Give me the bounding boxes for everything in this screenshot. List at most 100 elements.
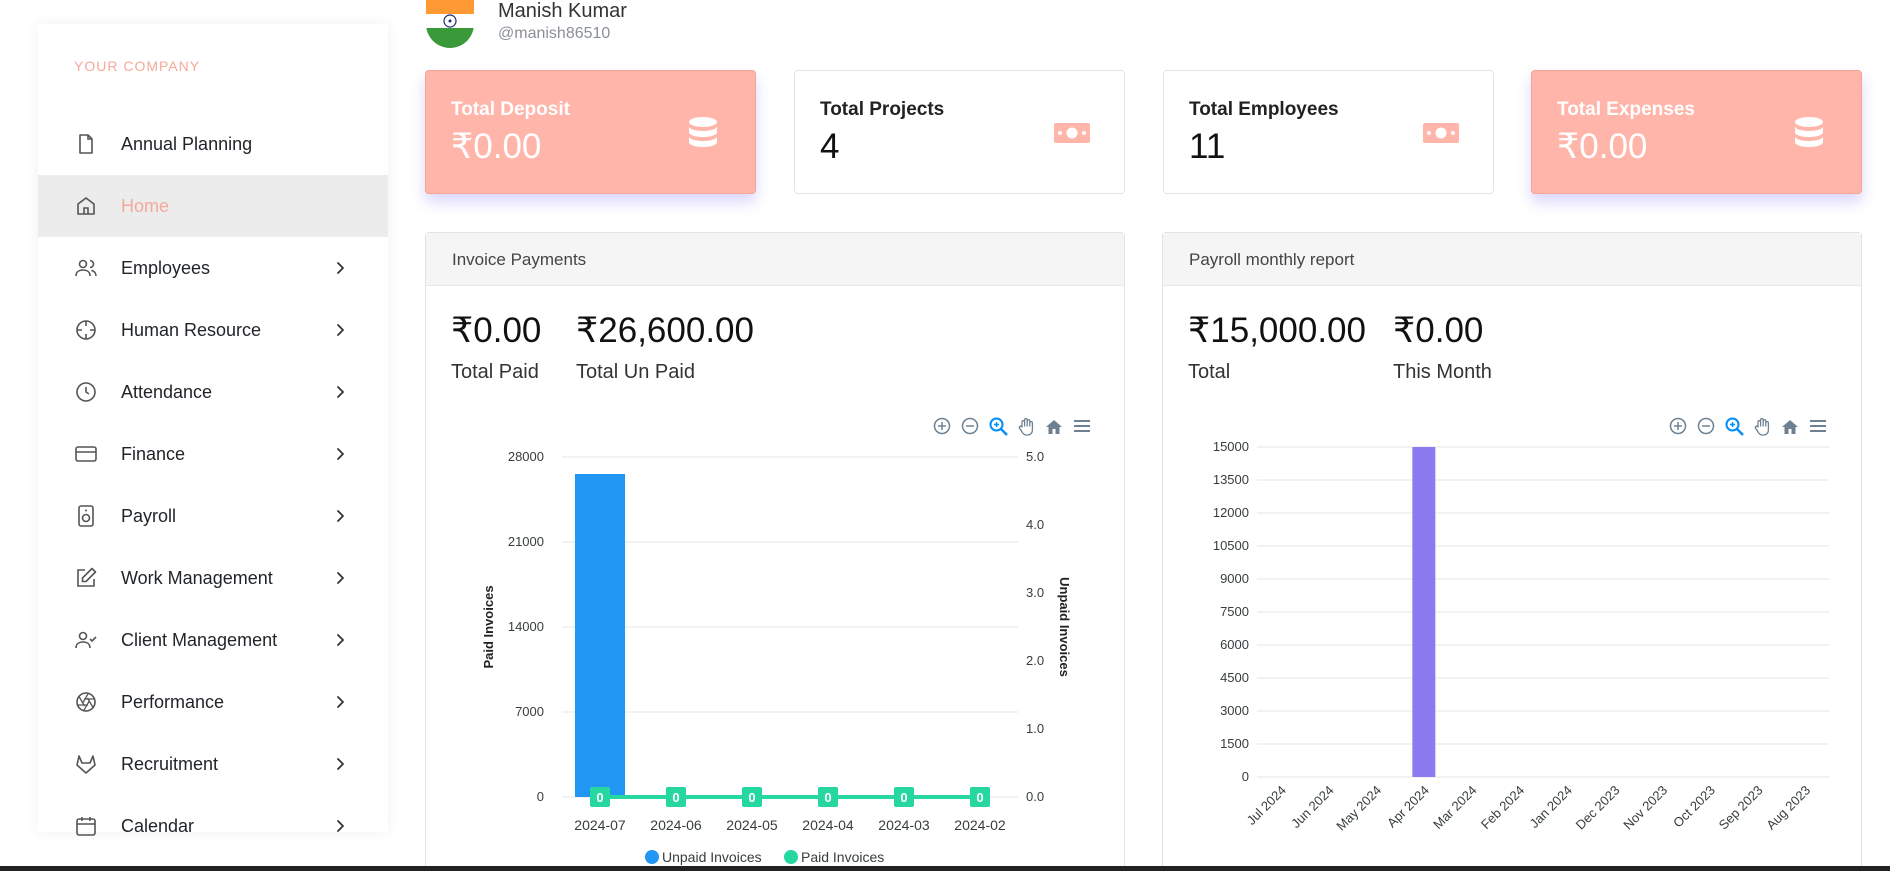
y2-tick-label: 1.0 bbox=[1026, 721, 1044, 736]
stat-title: Total Employees bbox=[1189, 99, 1339, 120]
x-tick-label: Mar 2024 bbox=[1430, 783, 1479, 832]
y-tick-label: 4500 bbox=[1220, 670, 1249, 685]
total-unpaid-label: Total Un Paid bbox=[576, 361, 695, 383]
x-tick-label: 2024-07 bbox=[574, 817, 626, 833]
chevron-right-icon[interactable] bbox=[332, 446, 348, 462]
data-label-bg bbox=[742, 787, 762, 807]
zoom-selection-icon[interactable] bbox=[1723, 415, 1745, 437]
y-tick-label: 14000 bbox=[508, 619, 544, 634]
data-label-bg bbox=[590, 787, 610, 807]
sidebar-item-label: Performance bbox=[121, 691, 225, 712]
y2-tick-label: 0.0 bbox=[1026, 789, 1044, 804]
y-tick-label: 1500 bbox=[1220, 736, 1249, 751]
sidebar-item-label: Client Management bbox=[121, 629, 278, 650]
legend-label: Paid Invoices bbox=[801, 849, 884, 865]
x-tick-label: Sep 2023 bbox=[1716, 783, 1766, 833]
x-tick-label: 2024-03 bbox=[878, 817, 930, 833]
invoice-chart: 0 7000 14000 21000 28000 0.0 1.0 2.0 3.0 4.0 5.0 Pa… bbox=[481, 449, 1072, 865]
zoom-in-icon[interactable] bbox=[931, 415, 953, 437]
stat-value: ₹0.00 bbox=[1557, 127, 1648, 166]
payroll-this-month-label: This Month bbox=[1393, 361, 1492, 383]
x-tick-label: Aug 2023 bbox=[1763, 783, 1813, 833]
legend-marker bbox=[645, 850, 659, 864]
y2-tick-label: 2.0 bbox=[1026, 653, 1044, 668]
chevron-right-icon[interactable] bbox=[332, 384, 348, 400]
x-tick-label: Nov 2023 bbox=[1620, 783, 1670, 833]
stat-card-total-employees: Total Employees 11 bbox=[1163, 70, 1494, 194]
crosshair-icon bbox=[74, 318, 98, 342]
chevron-right-icon[interactable] bbox=[332, 508, 348, 524]
sidebar-item-client-management[interactable]: Client Management bbox=[38, 609, 388, 671]
stat-value: 4 bbox=[820, 127, 840, 166]
pan-hand-icon[interactable] bbox=[1751, 415, 1773, 437]
chevron-right-icon[interactable] bbox=[332, 756, 348, 772]
invoice-payments-panel: Invoice Payments ₹0.00 Total Paid ₹26,60… bbox=[425, 232, 1125, 871]
zoom-in-icon[interactable] bbox=[1667, 415, 1689, 437]
chevron-right-icon[interactable] bbox=[332, 694, 348, 710]
avatar[interactable] bbox=[426, 0, 474, 48]
sidebar-item-attendance[interactable]: Attendance bbox=[38, 361, 388, 423]
data-label: 0 bbox=[900, 790, 907, 805]
chevron-right-icon[interactable] bbox=[332, 818, 348, 834]
zoom-selection-icon[interactable] bbox=[987, 415, 1009, 437]
total-unpaid-value: ₹26,600.00 bbox=[576, 311, 754, 350]
chevron-right-icon[interactable] bbox=[332, 632, 348, 648]
sidebar-item-label: Finance bbox=[121, 443, 186, 464]
data-label-bg bbox=[894, 787, 914, 807]
sidebar-item-label: Home bbox=[121, 195, 170, 216]
zoom-out-icon[interactable] bbox=[1695, 415, 1717, 437]
database-icon bbox=[689, 117, 717, 147]
chevron-right-icon[interactable] bbox=[332, 322, 348, 338]
database-icon bbox=[1795, 117, 1823, 147]
reset-home-icon[interactable] bbox=[1779, 415, 1801, 437]
data-label-bg bbox=[818, 787, 838, 807]
pan-hand-icon[interactable] bbox=[1015, 415, 1037, 437]
sidebar-item-label: Payroll bbox=[121, 505, 177, 526]
y2-tick-label: 3.0 bbox=[1026, 585, 1044, 600]
sidebar-item-label: Attendance bbox=[121, 381, 213, 402]
x-tick-label: Jul 2024 bbox=[1244, 783, 1289, 828]
menu-icon[interactable] bbox=[1071, 415, 1093, 437]
payroll-this-month-value: ₹0.00 bbox=[1393, 311, 1484, 350]
sidebar-item-home[interactable]: Home bbox=[38, 175, 388, 237]
stat-card-total-deposit: Total Deposit ₹0.00 bbox=[425, 70, 756, 194]
stat-title: Total Expenses bbox=[1557, 99, 1695, 120]
y-tick-label: 7000 bbox=[515, 704, 544, 719]
panel-title: Invoice Payments bbox=[426, 233, 1124, 286]
sidebar-item-annual-planning[interactable]: Annual Planning bbox=[38, 113, 388, 175]
money-bill-icon bbox=[1423, 123, 1459, 143]
chevron-right-icon[interactable] bbox=[332, 260, 348, 276]
sidebar-item-work-management[interactable]: Work Management bbox=[38, 547, 388, 609]
data-label-bg bbox=[970, 787, 990, 807]
users-icon bbox=[74, 256, 98, 280]
sidebar-item-payroll[interactable]: Payroll bbox=[38, 485, 388, 547]
data-label-bg bbox=[666, 787, 686, 807]
payroll-report-panel: Payroll monthly report ₹15,000.00 Total … bbox=[1162, 232, 1862, 871]
sidebar-item-calendar[interactable]: Calendar bbox=[38, 795, 388, 857]
sidebar: YOUR COMPANY Annual Planning Home Employee… bbox=[38, 24, 388, 836]
data-label: 0 bbox=[824, 790, 831, 805]
reset-home-icon[interactable] bbox=[1043, 415, 1065, 437]
chart-toolbar bbox=[1667, 415, 1829, 437]
y-tick-label: 0 bbox=[537, 789, 544, 804]
y-tick-label: 28000 bbox=[508, 449, 544, 464]
home-icon bbox=[74, 194, 98, 218]
bar bbox=[1412, 447, 1436, 777]
sidebar-item-employees[interactable]: Employees bbox=[38, 237, 388, 299]
sidebar-item-performance[interactable]: Performance bbox=[38, 671, 388, 733]
x-tick-label: Oct 2023 bbox=[1670, 783, 1718, 831]
sidebar-item-label: Annual Planning bbox=[121, 133, 253, 154]
sidebar-item-finance[interactable]: Finance bbox=[38, 423, 388, 485]
chevron-right-icon[interactable] bbox=[332, 570, 348, 586]
profile-name: Manish Kumar bbox=[498, 0, 627, 22]
zoom-out-icon[interactable] bbox=[959, 415, 981, 437]
india-flag-icon bbox=[426, 0, 474, 48]
y-tick-label: 10500 bbox=[1213, 538, 1249, 553]
menu-icon[interactable] bbox=[1807, 415, 1829, 437]
sidebar-item-human-resource[interactable]: Human Resource bbox=[38, 299, 388, 361]
payroll-total-label: Total bbox=[1188, 361, 1231, 383]
y-tick-label: 7500 bbox=[1220, 604, 1249, 619]
legend-marker bbox=[784, 850, 798, 864]
y2-axis-title: Unpaid Invoices bbox=[1057, 577, 1072, 677]
sidebar-item-recruitment[interactable]: Recruitment bbox=[38, 733, 388, 795]
